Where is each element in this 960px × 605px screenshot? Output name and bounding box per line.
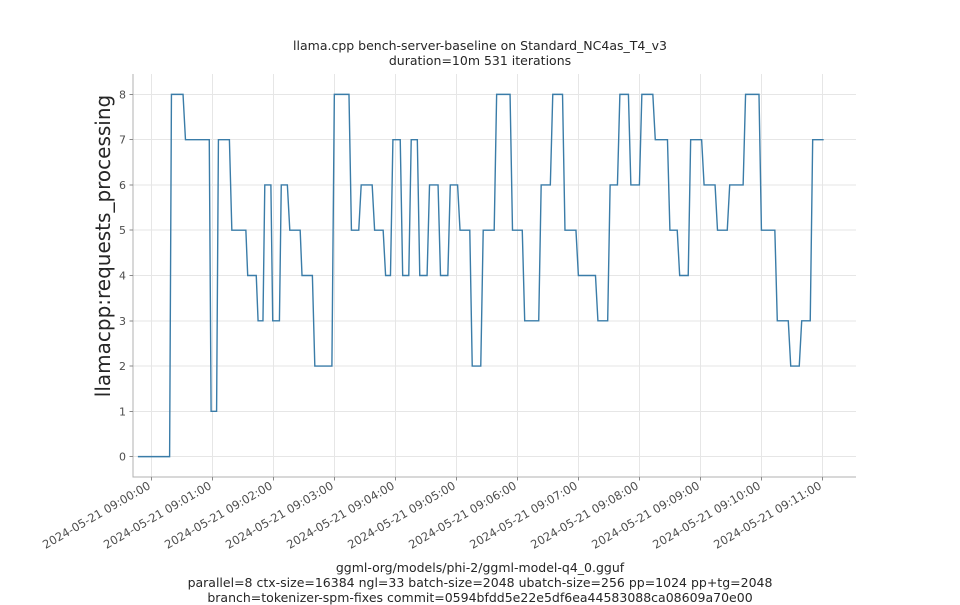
y-tick-label: 0 bbox=[119, 451, 126, 464]
x-tick-label: 2024-05-21 09:11:00 bbox=[711, 478, 824, 551]
x-tick-label: 2024-05-21 09:00:00 bbox=[40, 478, 153, 551]
gridlines bbox=[133, 74, 856, 477]
y-tick-label: 5 bbox=[119, 224, 126, 237]
caption-line-model: ggml-org/models/phi-2/ggml-model-q4_0.gg… bbox=[335, 560, 625, 575]
y-tick-label: 2 bbox=[119, 360, 126, 373]
y-tick-label: 7 bbox=[119, 134, 126, 147]
caption-line-branch: branch=tokenizer-spm-fixes commit=0594bf… bbox=[207, 590, 753, 605]
axis-spine bbox=[132, 74, 856, 478]
axis-spines bbox=[132, 74, 856, 478]
y-tick-label: 3 bbox=[119, 315, 126, 328]
data-series-line bbox=[137, 93, 824, 458]
y-axis-label: llamacpp:requests_processing bbox=[91, 94, 115, 398]
y-tick-label: 8 bbox=[119, 88, 126, 101]
x-tick-label: 2024-05-21 09:06:00 bbox=[406, 478, 519, 551]
x-tick-label: 2024-05-21 09:05:00 bbox=[345, 478, 458, 551]
y-tick-label: 1 bbox=[119, 405, 126, 418]
chart-caption: ggml-org/models/phi-2/ggml-model-q4_0.gg… bbox=[0, 560, 960, 605]
y-tick-label: 4 bbox=[119, 270, 126, 283]
x-tick-label: 2024-05-21 09:02:00 bbox=[162, 478, 275, 551]
x-tick-label: 2024-05-21 09:08:00 bbox=[528, 478, 641, 551]
y-tick-label: 6 bbox=[119, 179, 126, 192]
y-axis-ticks: 0 1 2 3 4 5 6 7 8 bbox=[119, 88, 133, 464]
x-tick-label: 2024-05-21 09:09:00 bbox=[589, 478, 702, 551]
x-tick-label: 2024-05-21 09:03:00 bbox=[223, 478, 336, 551]
x-tick-label: 2024-05-21 09:04:00 bbox=[284, 478, 397, 551]
caption-line-params: parallel=8 ctx-size=16384 ngl=33 batch-s… bbox=[187, 575, 773, 590]
x-tick-label: 2024-05-21 09:07:00 bbox=[467, 478, 580, 551]
x-tick-label: 2024-05-21 09:10:00 bbox=[650, 478, 763, 551]
x-tick-label: 2024-05-21 09:01:00 bbox=[101, 478, 214, 551]
